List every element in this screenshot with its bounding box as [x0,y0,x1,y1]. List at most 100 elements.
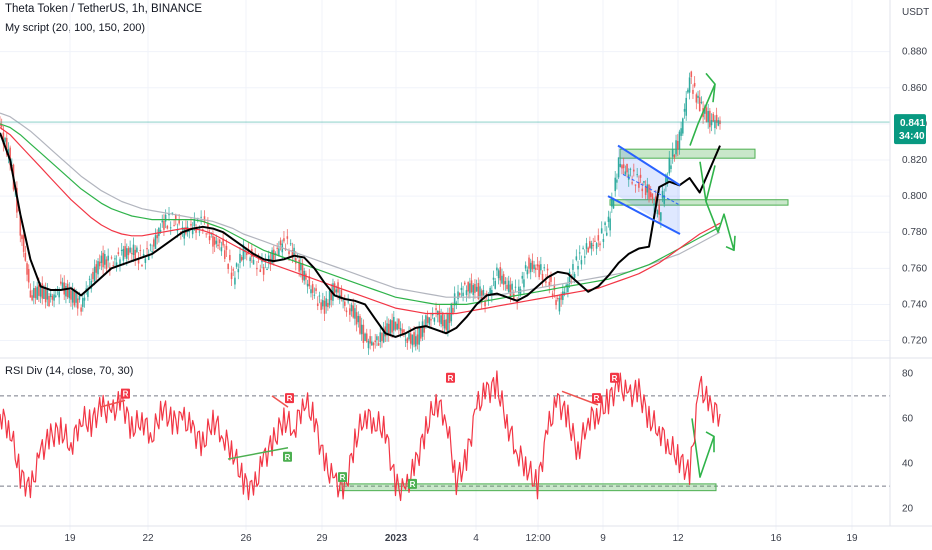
candle-body [208,235,211,241]
candle-body [504,281,507,284]
candle-body [433,317,436,322]
indicator-legend[interactable]: My script (20, 100, 150, 200) [5,22,146,34]
divergence-signal-badge [283,451,292,462]
price-tick-label: 0.720 [902,336,927,347]
candle-body [668,157,671,174]
candle-body [649,192,652,197]
candle-body [404,339,407,341]
candle-body [394,321,397,330]
candle-body [31,295,33,301]
candle-body [283,238,285,242]
candle-body [452,307,454,313]
price-tick-label: 0.860 [902,83,927,94]
candle-body [665,174,667,185]
candle-body [73,290,76,306]
candle-body [0,124,3,127]
candle-body [524,265,527,269]
candle-body [359,316,361,334]
rsi-tick-label: 20 [902,504,914,515]
time-tick-label: 26 [240,533,252,544]
price-tick-label: 0.780 [902,227,927,238]
price-badge [894,114,926,145]
ma200-line [0,112,721,298]
candle-body [88,278,91,280]
candle-body [46,290,49,300]
candle-body [550,275,552,282]
candle-body [149,244,152,246]
rsi-tick-label: 60 [902,413,914,424]
candle-body [240,257,243,261]
candle-body [538,264,540,278]
candle-body [124,246,126,257]
candle-body [207,223,209,228]
candle-body [259,269,262,273]
candle-body [188,231,191,233]
support-zone [609,199,789,206]
candle-body [448,314,451,324]
candle-body [387,323,390,336]
candle-body [117,252,120,255]
candle-body [575,256,578,260]
candle-body [266,269,268,271]
candle-body [399,327,402,331]
candle-body [619,163,622,167]
candle-body [144,258,147,263]
candle-body [22,234,25,252]
candle-body [107,255,109,261]
bear-divergence-line [99,399,126,408]
candle-body [225,245,228,250]
candle-body [249,257,251,262]
price-tick-label: 0.800 [902,191,927,202]
candle-body [393,316,395,331]
divergence-signal-badge [592,393,601,404]
candle-body [533,264,535,270]
candle-body [164,214,167,222]
candle-body [420,327,422,339]
candle-body [443,319,446,329]
candle-body [595,243,598,249]
candle-body [110,257,113,259]
candle-body [27,269,30,283]
candle-body [692,89,694,94]
candle-body [269,259,272,265]
candle-body [367,340,370,349]
candle-body [666,177,669,183]
candle-body [119,259,121,265]
candle-body [381,333,383,341]
candle-body [418,327,420,345]
candle-body [526,269,529,275]
candle-body [671,148,674,157]
candle-body [352,305,355,318]
time-tick-label: 9 [600,533,606,544]
candle-body [416,334,419,345]
candle-body [288,251,290,255]
candle-body [705,107,708,123]
candle-body [97,261,99,275]
candle-body [87,289,89,297]
candle-body [543,267,546,269]
candle-body [663,195,666,204]
candle-body [168,213,170,216]
candle-body [531,260,534,270]
candle-body [458,293,461,296]
candle-body [198,231,201,233]
candle-body [580,260,583,265]
candle-body [159,229,162,233]
candle-body [234,277,236,285]
candle-body [594,240,596,242]
candle-body [343,301,346,306]
candle-body [193,219,196,227]
candle-body [232,269,235,271]
divergence-signal-label: R [448,374,454,383]
candle-body [151,251,153,253]
rsi-legend[interactable]: RSI Div (14, close, 70, 30) [5,365,134,377]
candle-body [438,311,441,323]
ma100-line [0,127,721,315]
candle-body [322,300,324,307]
candle-body [137,258,140,264]
candle-body [95,264,98,273]
candle-body [414,336,417,347]
candle-body [682,118,684,134]
time-tick-label: 12 [672,533,684,544]
